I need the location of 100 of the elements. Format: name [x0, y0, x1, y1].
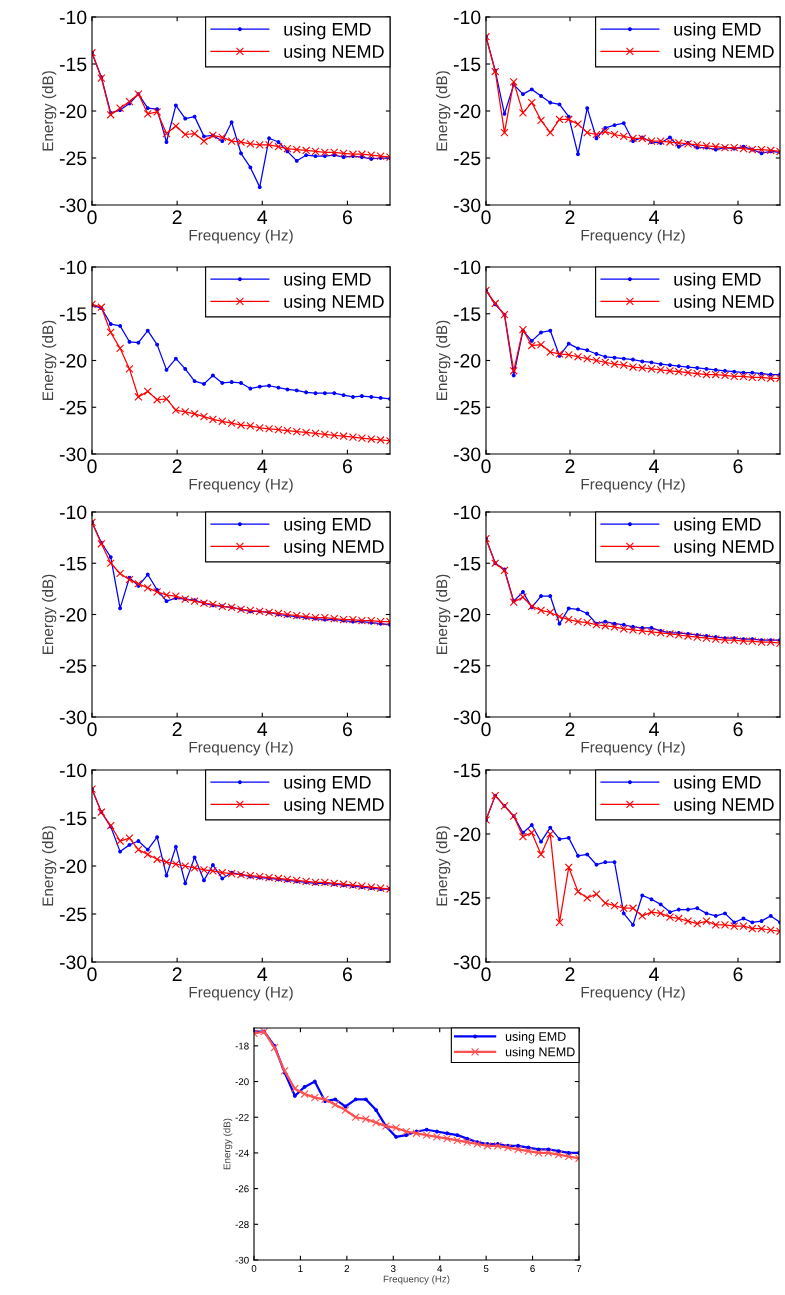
x-tick-label: 4	[649, 967, 659, 981]
legend-label: using NEMD	[674, 294, 774, 312]
x-axis-title: Frequency (Hz)	[189, 741, 293, 756]
y-tick-label: -15	[59, 57, 87, 72]
x-tick-label: 0	[481, 459, 491, 474]
y-tick-label: -10	[59, 260, 87, 275]
x-tick-label: 6	[343, 722, 352, 737]
x-tick-label: 0	[251, 1265, 257, 1272]
x-tick-label: 6	[733, 722, 743, 737]
y-axis-title: Energy (dB)	[436, 574, 451, 654]
y-tick-label: -15	[453, 556, 481, 571]
x-tick-label: 2	[172, 967, 182, 981]
legend-label: using EMD	[284, 775, 371, 793]
y-axis-title: Energy (dB)	[42, 574, 57, 654]
x-tick-label: 2	[172, 459, 182, 473]
x-tick-label: 6	[343, 459, 352, 474]
y-tick-label: -25	[59, 400, 87, 415]
legend-label: using EMD	[284, 22, 371, 40]
x-tick-label: 4	[649, 210, 659, 224]
x-tick-label: 1	[298, 1265, 303, 1272]
x-tick-label: 6	[733, 967, 743, 982]
x-tick-label: 2	[565, 210, 575, 224]
x-tick-label: 4	[257, 967, 268, 981]
y-tick-label: -24	[235, 1149, 249, 1157]
x-tick-label: 0	[481, 722, 491, 737]
legend-label: using EMD	[674, 272, 761, 290]
y-tick-label: -15	[59, 307, 87, 321]
y-tick-label: -30	[59, 710, 87, 725]
y-tick-label: -25	[453, 151, 481, 166]
y-tick-label: -25	[453, 400, 481, 415]
y-tick-label: -20	[453, 353, 481, 368]
x-axis-title: Frequency (Hz)	[189, 229, 293, 244]
y-tick-label: -20	[59, 104, 87, 119]
y-tick-label: -10	[59, 505, 87, 520]
y-tick-label: -30	[59, 447, 87, 462]
y-axis-title: Energy (dB)	[436, 320, 451, 400]
y-tick-label: -30	[59, 198, 87, 213]
x-tick-label: 4	[257, 459, 268, 473]
legend-label: using NEMD	[284, 294, 384, 312]
x-tick-label: 3	[390, 1265, 396, 1272]
y-axis-title: Energy (dB)	[42, 71, 57, 151]
legend-label: using EMD	[284, 272, 371, 290]
y-axis-title: Energy (dB)	[42, 320, 57, 400]
y-tick-label: -26	[235, 1185, 249, 1193]
y-tick-label: -15	[59, 811, 87, 826]
x-tick-label: 5	[483, 1265, 489, 1272]
legend-label: using NEMD	[284, 44, 384, 62]
x-tick-label: 0	[87, 967, 97, 982]
x-tick-label: 0	[87, 210, 97, 225]
y-tick-label: -10	[453, 10, 481, 25]
legend-label: using EMD	[674, 517, 761, 535]
y-tick-label: -20	[453, 104, 481, 119]
x-tick-label: 6	[733, 459, 743, 474]
y-tick-label: -10	[453, 505, 481, 520]
x-axis-title: Frequency (Hz)	[383, 1275, 450, 1285]
y-axis-title: Energy (dB)	[42, 826, 57, 906]
y-tick-label: -25	[453, 891, 481, 906]
x-tick-label: 4	[649, 722, 659, 736]
x-tick-label: 2	[344, 1265, 350, 1272]
legend-label: using NEMD	[284, 539, 384, 557]
y-tick-label: -20	[59, 859, 87, 874]
x-axis-title: Frequency (Hz)	[189, 478, 293, 493]
y-tick-label: -30	[453, 198, 481, 213]
x-tick-label: 7	[576, 1265, 582, 1272]
y-axis-title: Energy (dB)	[436, 71, 451, 151]
legend-label: using EMD	[674, 775, 761, 793]
y-tick-label: -22	[235, 1113, 249, 1121]
y-tick-label: -20	[453, 607, 481, 622]
x-tick-label: 6	[530, 1265, 535, 1272]
y-tick-label: -20	[59, 353, 87, 368]
x-tick-label: 0	[481, 210, 491, 225]
legend-label: using EMD	[284, 517, 371, 535]
y-tick-label: -30	[453, 955, 481, 970]
x-tick-label: 0	[87, 722, 97, 737]
y-tick-label: -10	[59, 763, 87, 778]
y-tick-label: -20	[59, 607, 87, 622]
x-tick-label: 0	[87, 459, 97, 474]
x-tick-label: 4	[649, 459, 659, 473]
y-axis-title: Energy (dB)	[223, 1118, 233, 1170]
x-axis-title: Frequency (Hz)	[189, 986, 293, 1001]
x-tick-label: 2	[565, 722, 575, 736]
y-tick-label: -25	[453, 659, 481, 673]
legend-label: using NEMD	[505, 1047, 575, 1059]
x-tick-label: 6	[343, 210, 352, 225]
x-tick-label: 2	[172, 722, 182, 736]
y-tick-label: -30	[453, 710, 481, 725]
legend-label: using EMD	[674, 22, 761, 40]
legend-label: using NEMD	[674, 539, 774, 557]
x-axis-title: Frequency (Hz)	[581, 478, 685, 493]
y-tick-label: -30	[235, 1256, 249, 1264]
x-tick-label: 6	[343, 967, 352, 982]
x-tick-label: 4	[257, 722, 268, 736]
legend-label: using NEMD	[674, 797, 774, 815]
y-tick-label: -20	[235, 1078, 249, 1086]
x-tick-label: 4	[257, 210, 268, 224]
y-tick-label: -25	[59, 659, 87, 673]
y-tick-label: -15	[453, 763, 481, 778]
y-tick-label: -18	[235, 1042, 249, 1050]
legend-label: using NEMD	[284, 797, 384, 815]
legend-label: using EMD	[505, 1031, 566, 1044]
